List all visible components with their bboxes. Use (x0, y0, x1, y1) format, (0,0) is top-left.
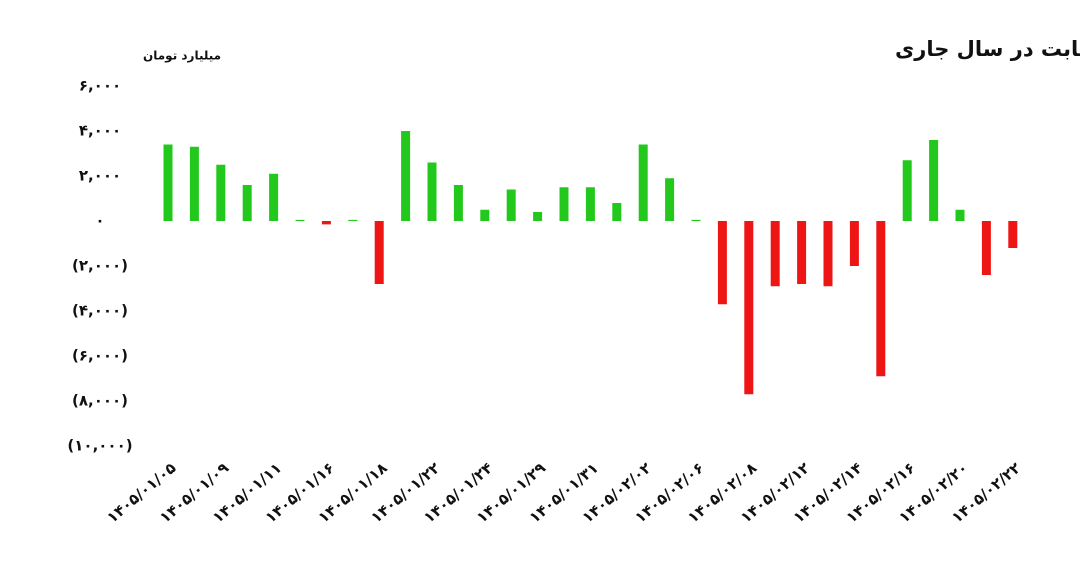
bar (321, 221, 331, 225)
bar (770, 221, 780, 287)
bar (665, 178, 675, 221)
bar (1008, 221, 1018, 248)
bar (269, 173, 279, 221)
bar (981, 221, 991, 275)
bar (717, 221, 727, 305)
y-tick-label: (۱۰,۰۰۰) (67, 437, 132, 455)
y-axis-label: میلیارد تومان (143, 49, 221, 64)
bar (797, 221, 807, 284)
y-tick-label: (۲,۰۰۰) (72, 257, 128, 275)
y-tick-label: (۸,۰۰۰) (72, 392, 128, 410)
bar (691, 219, 701, 221)
bar (876, 221, 886, 377)
bar (401, 131, 411, 221)
bar (929, 140, 939, 221)
bar (744, 221, 754, 395)
bar (506, 189, 516, 221)
y-tick-label: ۲,۰۰۰ (79, 167, 121, 185)
bar (612, 203, 622, 221)
y-tick-label: (۶,۰۰۰) (72, 347, 128, 365)
bar (955, 209, 965, 221)
bar (295, 219, 305, 221)
bar (559, 187, 569, 221)
bar (216, 164, 226, 221)
y-tick-label: (۴,۰۰۰) (72, 302, 128, 320)
bar (348, 219, 358, 221)
bar (374, 221, 384, 284)
bar (242, 185, 252, 221)
bar (189, 146, 199, 221)
y-tick-label: ۴,۰۰۰ (79, 122, 121, 140)
bar (453, 185, 463, 221)
bar (480, 209, 490, 221)
chart-title: ورود و خروج روزانه پول حقیقی‌ها به صندوق… (895, 36, 1080, 62)
bar (427, 162, 437, 221)
bar (902, 160, 912, 221)
bar (163, 144, 173, 221)
bar (638, 144, 648, 221)
y-tick-label: ۶,۰۰۰ (79, 77, 121, 95)
bar (533, 212, 543, 221)
bar (849, 221, 859, 266)
y-tick-label: ۰ (95, 212, 104, 230)
bar (585, 187, 595, 221)
bar (823, 221, 833, 287)
